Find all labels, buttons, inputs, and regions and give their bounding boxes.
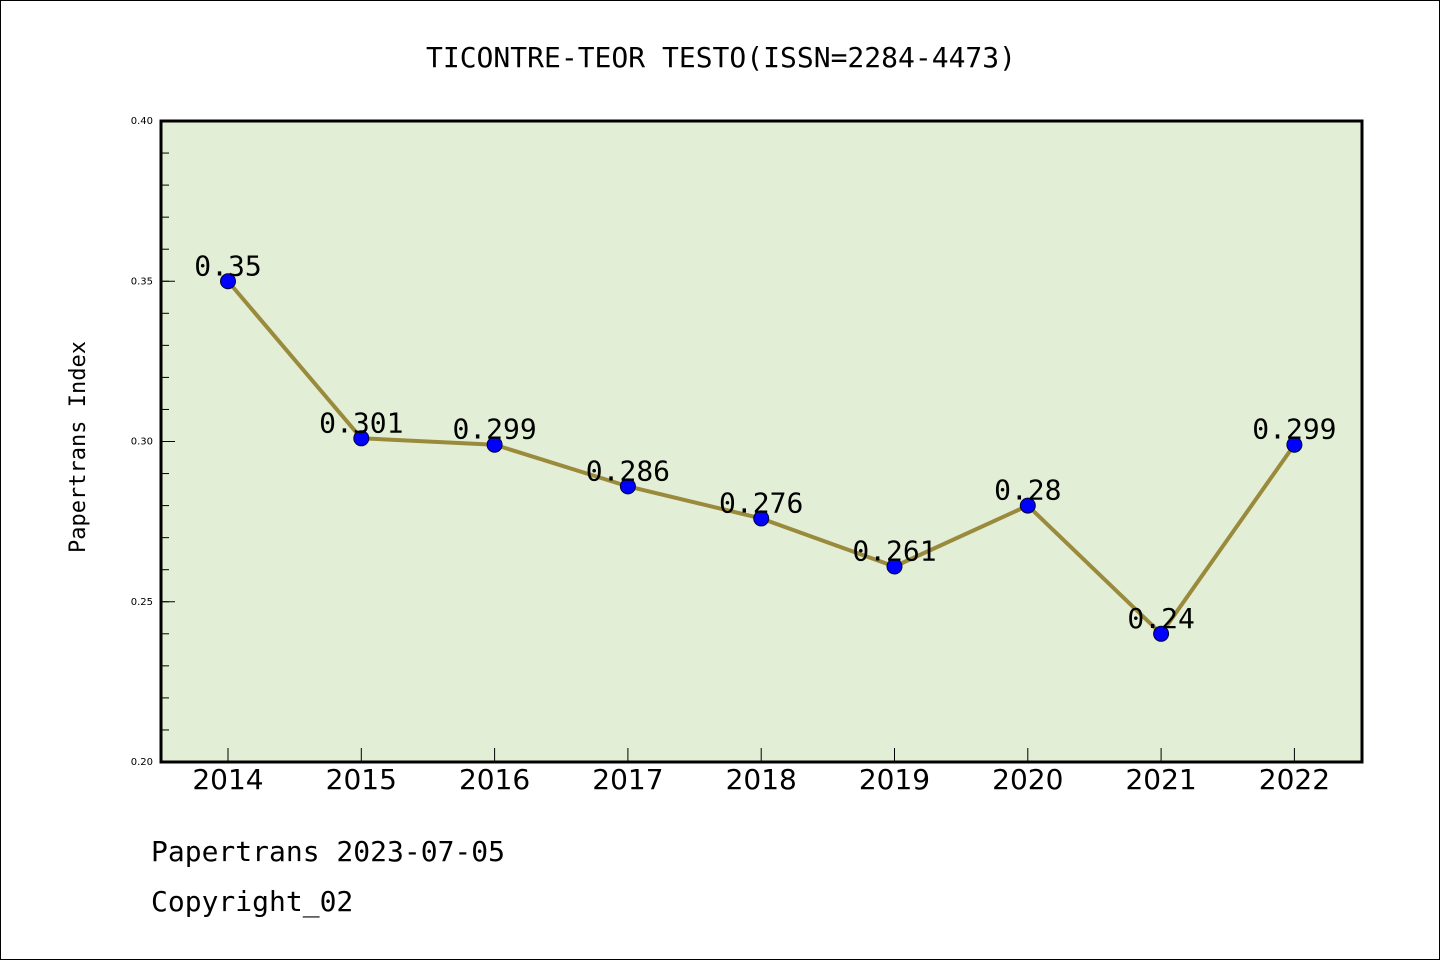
- data-point: [353, 430, 370, 447]
- data-point: [619, 478, 636, 495]
- x-tick-label: 2019: [859, 763, 930, 796]
- x-tick-label: 2015: [326, 763, 397, 796]
- data-label: 0.261: [852, 534, 936, 567]
- footer-copyright-line: Copyright_02: [151, 885, 354, 918]
- footer-date-line: Papertrans 2023-07-05: [151, 835, 506, 868]
- x-tick-label: 2021: [1125, 763, 1196, 796]
- data-point: [1019, 497, 1036, 514]
- plot-frame: [159, 119, 1364, 764]
- data-label: 0.286: [586, 454, 670, 487]
- y-tick-label: 0.40: [131, 116, 153, 127]
- y-tick-label: 0.30: [131, 437, 153, 448]
- y-tick-label: 0.25: [131, 597, 153, 608]
- x-tick-label: 2014: [192, 763, 263, 796]
- x-tick-label: 2020: [992, 763, 1063, 796]
- y-axis-label: Papertrans Index: [66, 341, 91, 553]
- data-label: 0.276: [719, 486, 803, 519]
- y-tick-label: 0.35: [131, 276, 153, 287]
- data-label: 0.299: [452, 413, 536, 446]
- y-tick-label: 0.20: [131, 757, 153, 768]
- data-label: 0.35: [194, 249, 261, 282]
- chart-title: TICONTRE-TEOR TESTO(ISSN=2284-4473): [426, 41, 1016, 74]
- x-tick-label: 2016: [459, 763, 530, 796]
- x-tick-label: 2018: [726, 763, 797, 796]
- x-tick-label: 2017: [592, 763, 663, 796]
- data-point: [1286, 436, 1303, 453]
- data-point: [1153, 625, 1170, 642]
- data-label: 0.301: [319, 406, 403, 439]
- series-layer: [220, 273, 1303, 642]
- plot-area: [161, 121, 1362, 762]
- data-labels: 0.35 0.301 0.299 0.286 0.276 0.261 0.28 0.24 0.2…: [194, 249, 1336, 635]
- data-point: [886, 558, 903, 575]
- data-point: [486, 436, 503, 453]
- data-label: 0.299: [1252, 413, 1336, 446]
- data-label: 0.24: [1127, 602, 1194, 635]
- data-point: [220, 273, 236, 290]
- x-tick-label: 2022: [1259, 763, 1330, 796]
- data-point: [753, 510, 770, 527]
- data-label: 0.28: [994, 474, 1061, 507]
- x-axis-ticks: 2014 2015 2016 2017 2018 2019 2020 2021 2022: [192, 748, 1330, 796]
